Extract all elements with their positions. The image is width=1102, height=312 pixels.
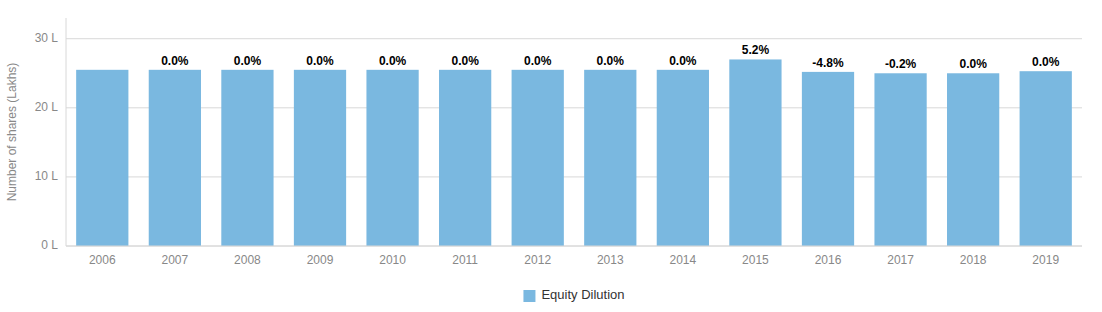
bar [657,70,709,246]
x-tick-label: 2015 [742,253,769,267]
y-axis-line [66,18,67,246]
bar [874,73,926,246]
annotation: 0.0% [524,54,552,68]
annotation: 0.0% [234,54,262,68]
bar [439,70,491,246]
legend-swatch [523,290,535,302]
x-tick-label: 2013 [597,253,624,267]
annotation: -4.8% [812,56,844,70]
x-tick-label: 2009 [307,253,334,267]
y-axis-label: Number of shares (Lakhs) [5,63,19,202]
x-tick-label: 2012 [524,253,551,267]
y-tick-label: 10 L [35,169,59,183]
annotation: 0.0% [959,57,987,71]
x-tick-label: 2011 [452,253,478,267]
grid-line [66,107,1082,108]
annotation: 0.0% [161,54,189,68]
annotation: 0.0% [669,54,697,68]
legend: Equity Dilution [523,287,624,302]
x-tick-label: 2019 [1032,253,1059,267]
x-tick-label: 2014 [670,253,697,267]
x-tick-label: 2008 [234,253,261,267]
x-tick-label: 2007 [162,253,189,267]
annotation: 5.2% [742,43,770,57]
bars [76,59,1072,246]
chart: 0 L 10 L 20 L 30 L Number of shares (Lakhs) 2… [0,0,1102,312]
x-axis-line [66,246,1082,247]
grid-line [66,38,1082,39]
x-tick-label: 2010 [379,253,406,267]
grid [66,39,1082,246]
legend-label: Equity Dilution [541,287,624,302]
annotation: 0.0% [1032,55,1060,69]
x-tick-label: 2006 [89,253,116,267]
bar [294,70,346,246]
bar [1020,71,1072,246]
y-tick-label: 30 L [35,31,59,45]
x-tick-label: 2016 [815,253,842,267]
y-tick-label: 0 L [41,238,58,252]
annotation: -0.2% [885,57,917,71]
bar [149,70,201,246]
annotation: 0.0% [306,54,334,68]
annotation: 0.0% [451,54,479,68]
bar [221,70,273,246]
annotations: 0.0% 0.0% 0.0% 0.0% 0.0% 0.0% 0.0% 0.0% 5.2% -4.8… [161,43,1060,71]
bar [366,70,418,246]
grid-line [66,176,1082,177]
grid-line [66,246,1082,247]
bar [947,73,999,246]
bar [512,70,564,246]
bar [584,70,636,246]
bar [729,59,781,246]
x-tick-label: 2017 [887,253,914,267]
annotation: 0.0% [597,54,625,68]
x-axis: 2006 2007 2008 2009 2010 2011 2012 2013 2014 2015… [89,253,1059,267]
bar [802,72,854,246]
y-tick-label: 20 L [35,100,59,114]
annotation: 0.0% [379,54,407,68]
bar [76,70,128,246]
x-tick-label: 2018 [960,253,987,267]
y-axis: 0 L 10 L 20 L 30 L [35,18,66,252]
